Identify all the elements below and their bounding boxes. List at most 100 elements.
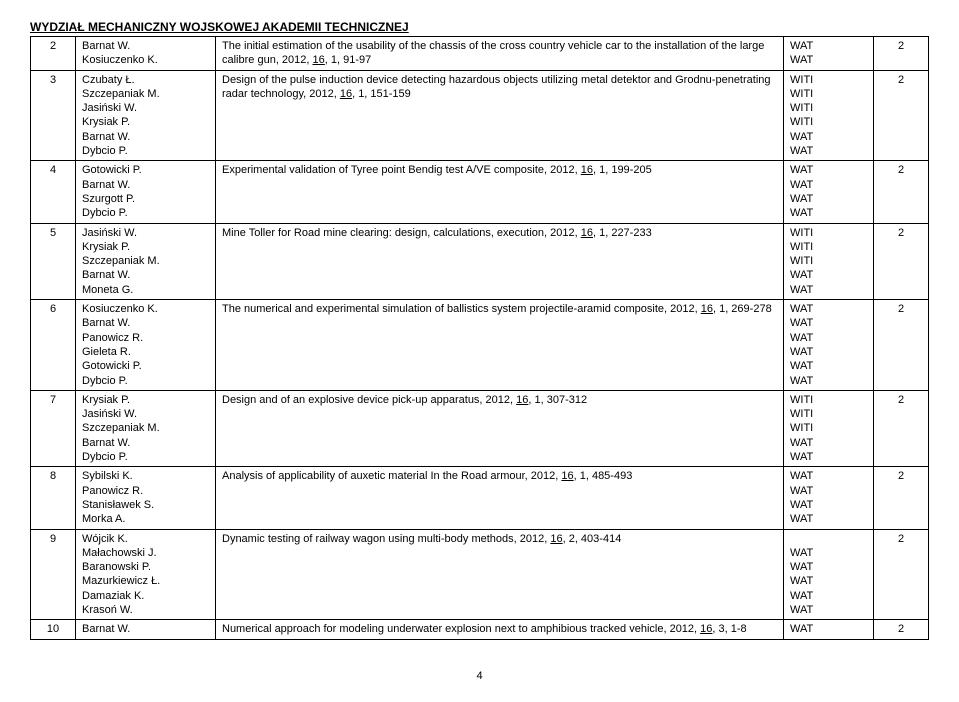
affiliation: WAT	[790, 603, 867, 617]
author-name: Barnat W.	[82, 436, 209, 450]
affiliation-cell: WITIWITIWITIWATWAT	[784, 223, 874, 299]
description-cell: The initial estimation of the usability …	[216, 37, 784, 71]
author-name: Krysiak P.	[82, 240, 209, 254]
affiliation: WITI	[790, 254, 867, 268]
table-row: 9Wójcik K.Małachowski J.Baranowski P.Maz…	[31, 529, 929, 620]
affiliation: WITI	[790, 115, 867, 129]
affiliation: WAT	[790, 331, 867, 345]
table-row: 4Gotowicki P.Barnat W.Szurgott P.Dybcio …	[31, 161, 929, 223]
author-name: Sybilski K.	[82, 469, 209, 483]
author-name: Wójcik K.	[82, 532, 209, 546]
authors-cell: Sybilski K.Panowicz R.Stanisławek S.Mork…	[76, 467, 216, 529]
description-cell: Mine Toller for Road mine clearing: desi…	[216, 223, 784, 299]
row-number: 8	[31, 467, 76, 529]
author-name: Dybcio P.	[82, 206, 209, 220]
authors-cell: Czubaty Ł.Szczepaniak M.Jasiński W.Krysi…	[76, 70, 216, 161]
description-cell: Design and of an explosive device pick-u…	[216, 390, 784, 466]
table-row: 7Krysiak P.Jasiński W.Szczepaniak M.Barn…	[31, 390, 929, 466]
author-name: Barnat W.	[82, 622, 209, 636]
table-row: 6Kosiuczenko K.Barnat W.Panowicz R.Giele…	[31, 300, 929, 391]
affiliation: WITI	[790, 101, 867, 115]
affiliation: WAT	[790, 622, 867, 636]
affiliation: WAT	[790, 374, 867, 388]
author-name: Barnat W.	[82, 39, 209, 53]
row-number: 6	[31, 300, 76, 391]
points-cell: 2	[874, 390, 929, 466]
description-tail: , 1, 91-97	[325, 54, 371, 66]
authors-cell: Barnat W.	[76, 620, 216, 639]
description-text: The initial estimation of the usability …	[222, 40, 764, 66]
authors-cell: Barnat W.Kosiuczenko K.	[76, 37, 216, 71]
description-text: Mine Toller for Road mine clearing: desi…	[222, 227, 581, 239]
affiliation: WAT	[790, 498, 867, 512]
description-tail: , 1, 151-159	[352, 88, 411, 100]
author-name: Barnat W.	[82, 316, 209, 330]
author-name: Szczepaniak M.	[82, 421, 209, 435]
affiliation: WAT	[790, 589, 867, 603]
author-name: Panowicz R.	[82, 331, 209, 345]
author-name: Morka A.	[82, 512, 209, 526]
affiliation: WITI	[790, 407, 867, 421]
description-volume: 16	[700, 623, 712, 635]
affiliation: WAT	[790, 144, 867, 158]
row-number: 3	[31, 70, 76, 161]
author-name: Mazurkiewicz Ł.	[82, 574, 209, 588]
author-name: Krysiak P.	[82, 115, 209, 129]
author-name: Dybcio P.	[82, 144, 209, 158]
points-cell: 2	[874, 161, 929, 223]
author-name: Krasoń W.	[82, 603, 209, 617]
description-tail: , 1, 227-233	[593, 227, 652, 239]
affiliation: WAT	[790, 546, 867, 560]
description-text: Numerical approach for modeling underwat…	[222, 623, 700, 635]
points-cell: 2	[874, 620, 929, 639]
table-row: 5Jasiński W.Krysiak P.Szczepaniak M.Barn…	[31, 223, 929, 299]
author-name: Dybcio P.	[82, 450, 209, 464]
affiliation: WAT	[790, 574, 867, 588]
page-number: 4	[30, 670, 929, 682]
description-cell: Dynamic testing of railway wagon using m…	[216, 529, 784, 620]
description-tail: , 3, 1-8	[712, 623, 746, 635]
description-volume: 16	[701, 303, 713, 315]
description-tail: , 1, 269-278	[713, 303, 772, 315]
affiliation: WAT	[790, 436, 867, 450]
points-cell: 2	[874, 223, 929, 299]
description-text: Experimental validation of Tyree point B…	[222, 164, 581, 176]
description-tail: , 1, 307-312	[528, 394, 587, 406]
description-text: Dynamic testing of railway wagon using m…	[222, 533, 550, 545]
affiliation: WAT	[790, 163, 867, 177]
affiliation: WITI	[790, 73, 867, 87]
description-volume: 16	[581, 227, 593, 239]
page-header: WYDZIAŁ MECHANICZNY WOJSKOWEJ AKADEMII T…	[30, 20, 929, 34]
affiliation-cell: WITIWITIWITIWITIWATWAT	[784, 70, 874, 161]
table-row: 2 Barnat W.Kosiuczenko K.The initial esti…	[31, 37, 929, 71]
author-name: Szczepaniak M.	[82, 254, 209, 268]
affiliation: WAT	[790, 359, 867, 373]
description-cell: The numerical and experimental simulatio…	[216, 300, 784, 391]
author-name: Gieleta R.	[82, 345, 209, 359]
affiliation: WAT	[790, 345, 867, 359]
points-cell: 2	[874, 70, 929, 161]
affiliation: WAT	[790, 192, 867, 206]
affiliation: WAT	[790, 316, 867, 330]
points-cell: 2	[874, 37, 929, 71]
affiliation: WAT	[790, 512, 867, 526]
points-cell: 2	[874, 529, 929, 620]
description-volume: 16	[313, 54, 325, 66]
row-number: 4	[31, 161, 76, 223]
affiliation-cell: WATWAT	[784, 37, 874, 71]
affiliation-cell: WAT	[784, 620, 874, 639]
affiliation	[790, 532, 867, 546]
row-number: 7	[31, 390, 76, 466]
affiliation: WITI	[790, 393, 867, 407]
table-row: 10 Barnat W. Numerical approach for modeli…	[31, 620, 929, 639]
row-number: 10	[31, 620, 76, 639]
authors-cell: Krysiak P.Jasiński W.Szczepaniak M.Barna…	[76, 390, 216, 466]
authors-cell: Wójcik K.Małachowski J.Baranowski P.Mazu…	[76, 529, 216, 620]
description-cell: Design of the pulse induction device det…	[216, 70, 784, 161]
affiliation: WAT	[790, 268, 867, 282]
description-text: Analysis of applicability of auxetic mat…	[222, 470, 561, 482]
description-text: The numerical and experimental simulatio…	[222, 303, 701, 315]
affiliation: WITI	[790, 226, 867, 240]
author-name: Baranowski P.	[82, 560, 209, 574]
points-cell: 2	[874, 300, 929, 391]
